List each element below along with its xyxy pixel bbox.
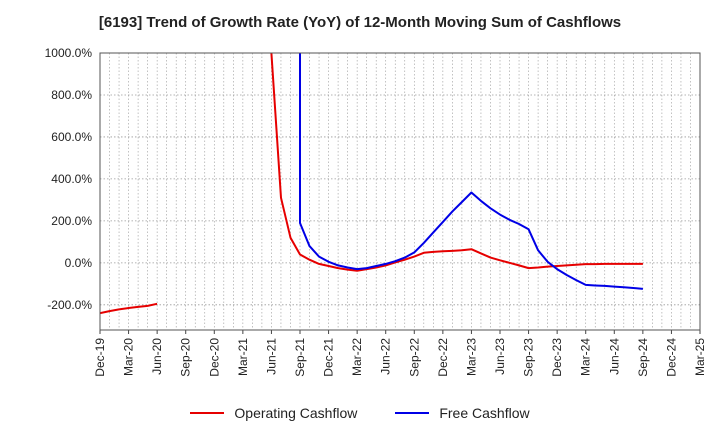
y-tick-label: 0.0% bbox=[65, 256, 93, 270]
x-tick-label: Mar-24 bbox=[579, 338, 593, 376]
y-tick-label: -200.0% bbox=[47, 298, 92, 312]
x-tick-label: Mar-22 bbox=[350, 338, 364, 376]
x-tick-label: Jun-21 bbox=[264, 338, 278, 375]
x-tick-label: Dec-21 bbox=[322, 338, 336, 377]
x-tick-label: Jun-24 bbox=[607, 338, 621, 375]
chart-legend: Operating Cashflow Free Cashflow bbox=[0, 405, 720, 421]
x-tick-label: Sep-24 bbox=[636, 338, 650, 377]
x-tick-label: Mar-25 bbox=[693, 338, 707, 376]
y-tick-label: 1000.0% bbox=[45, 46, 93, 60]
y-tick-label: 400.0% bbox=[51, 172, 92, 186]
x-tick-label: Dec-24 bbox=[664, 338, 678, 377]
x-tick-label: Dec-23 bbox=[550, 338, 564, 377]
legend-swatch-free-cashflow bbox=[395, 412, 430, 414]
legend-label-free-cashflow: Free Cashflow bbox=[439, 405, 530, 421]
y-tick-label: 600.0% bbox=[51, 130, 92, 144]
x-tick-label: Mar-21 bbox=[236, 338, 250, 376]
x-tick-label: Mar-23 bbox=[464, 338, 478, 376]
x-tick-label: Dec-19 bbox=[93, 338, 107, 377]
legend-label-operating-cashflow: Operating Cashflow bbox=[234, 405, 358, 421]
x-tick-label: Jun-22 bbox=[379, 338, 393, 375]
legend-item-free-cashflow: Free Cashflow bbox=[395, 405, 530, 421]
x-tick-label: Jun-23 bbox=[493, 338, 507, 375]
legend-item-operating-cashflow: Operating Cashflow bbox=[190, 405, 357, 421]
legend-swatch-operating-cashflow bbox=[190, 412, 225, 414]
chart-title: [6193] Trend of Growth Rate (YoY) of 12-… bbox=[98, 14, 622, 31]
x-tick-label: Sep-20 bbox=[179, 338, 193, 377]
plot-area-frame bbox=[99, 52, 701, 331]
series-line-operating-cashflow bbox=[100, 302, 158, 315]
x-tick-label: Jun-20 bbox=[150, 338, 164, 375]
x-tick-label: Sep-23 bbox=[522, 338, 536, 377]
y-tick-label: 800.0% bbox=[51, 88, 92, 102]
y-tick-label: 200.0% bbox=[51, 214, 92, 228]
series-line-free-cashflow bbox=[299, 53, 643, 290]
x-tick-label: Dec-20 bbox=[207, 338, 221, 377]
x-tick-label: Sep-21 bbox=[293, 338, 307, 377]
x-tick-label: Dec-22 bbox=[436, 338, 450, 377]
x-tick-label: Mar-20 bbox=[122, 338, 136, 376]
x-tick-label: Sep-22 bbox=[407, 338, 421, 377]
series-line-operating-cashflow bbox=[270, 53, 643, 272]
